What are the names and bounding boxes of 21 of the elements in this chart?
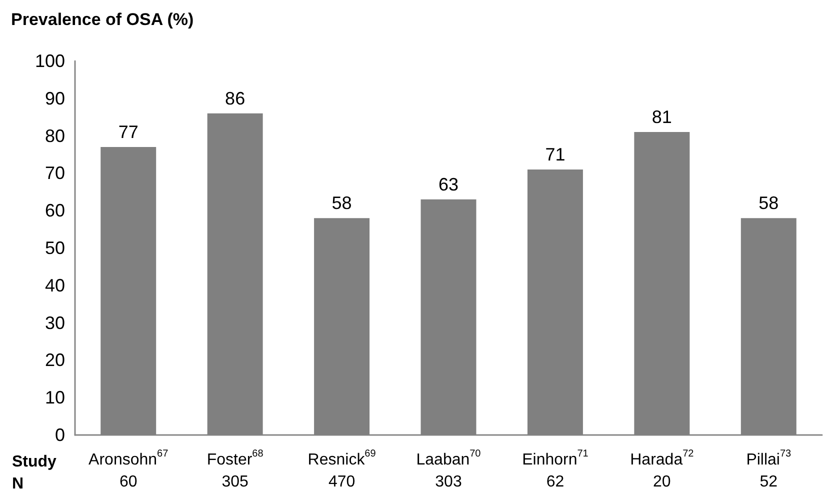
y-tick-label: 20 [44,350,65,370]
data-label: 63 [438,174,459,194]
y-tick-label: 0 [54,425,65,445]
chart-title: Prevalence of OSA (%) [11,10,194,29]
data-label: 58 [332,193,352,214]
data-label: 81 [652,107,672,128]
y-tick-label: 100 [34,51,65,71]
y-tick-label: 30 [44,312,65,333]
data-label: 77 [118,122,138,142]
data-label: 86 [225,88,246,108]
text: Study [12,454,57,470]
y-tick-label: 70 [44,163,65,184]
data-label: 58 [758,193,779,214]
y-tick-label: 50 [44,238,65,258]
y-tick-label: 90 [44,88,65,108]
y-tick-label: 40 [44,275,65,296]
text: N [12,476,24,492]
y-tick-label: 10 [44,388,65,408]
y-tick-label: 60 [44,200,65,221]
y-tick-label: 80 [44,126,65,146]
data-label: 71 [545,144,566,164]
